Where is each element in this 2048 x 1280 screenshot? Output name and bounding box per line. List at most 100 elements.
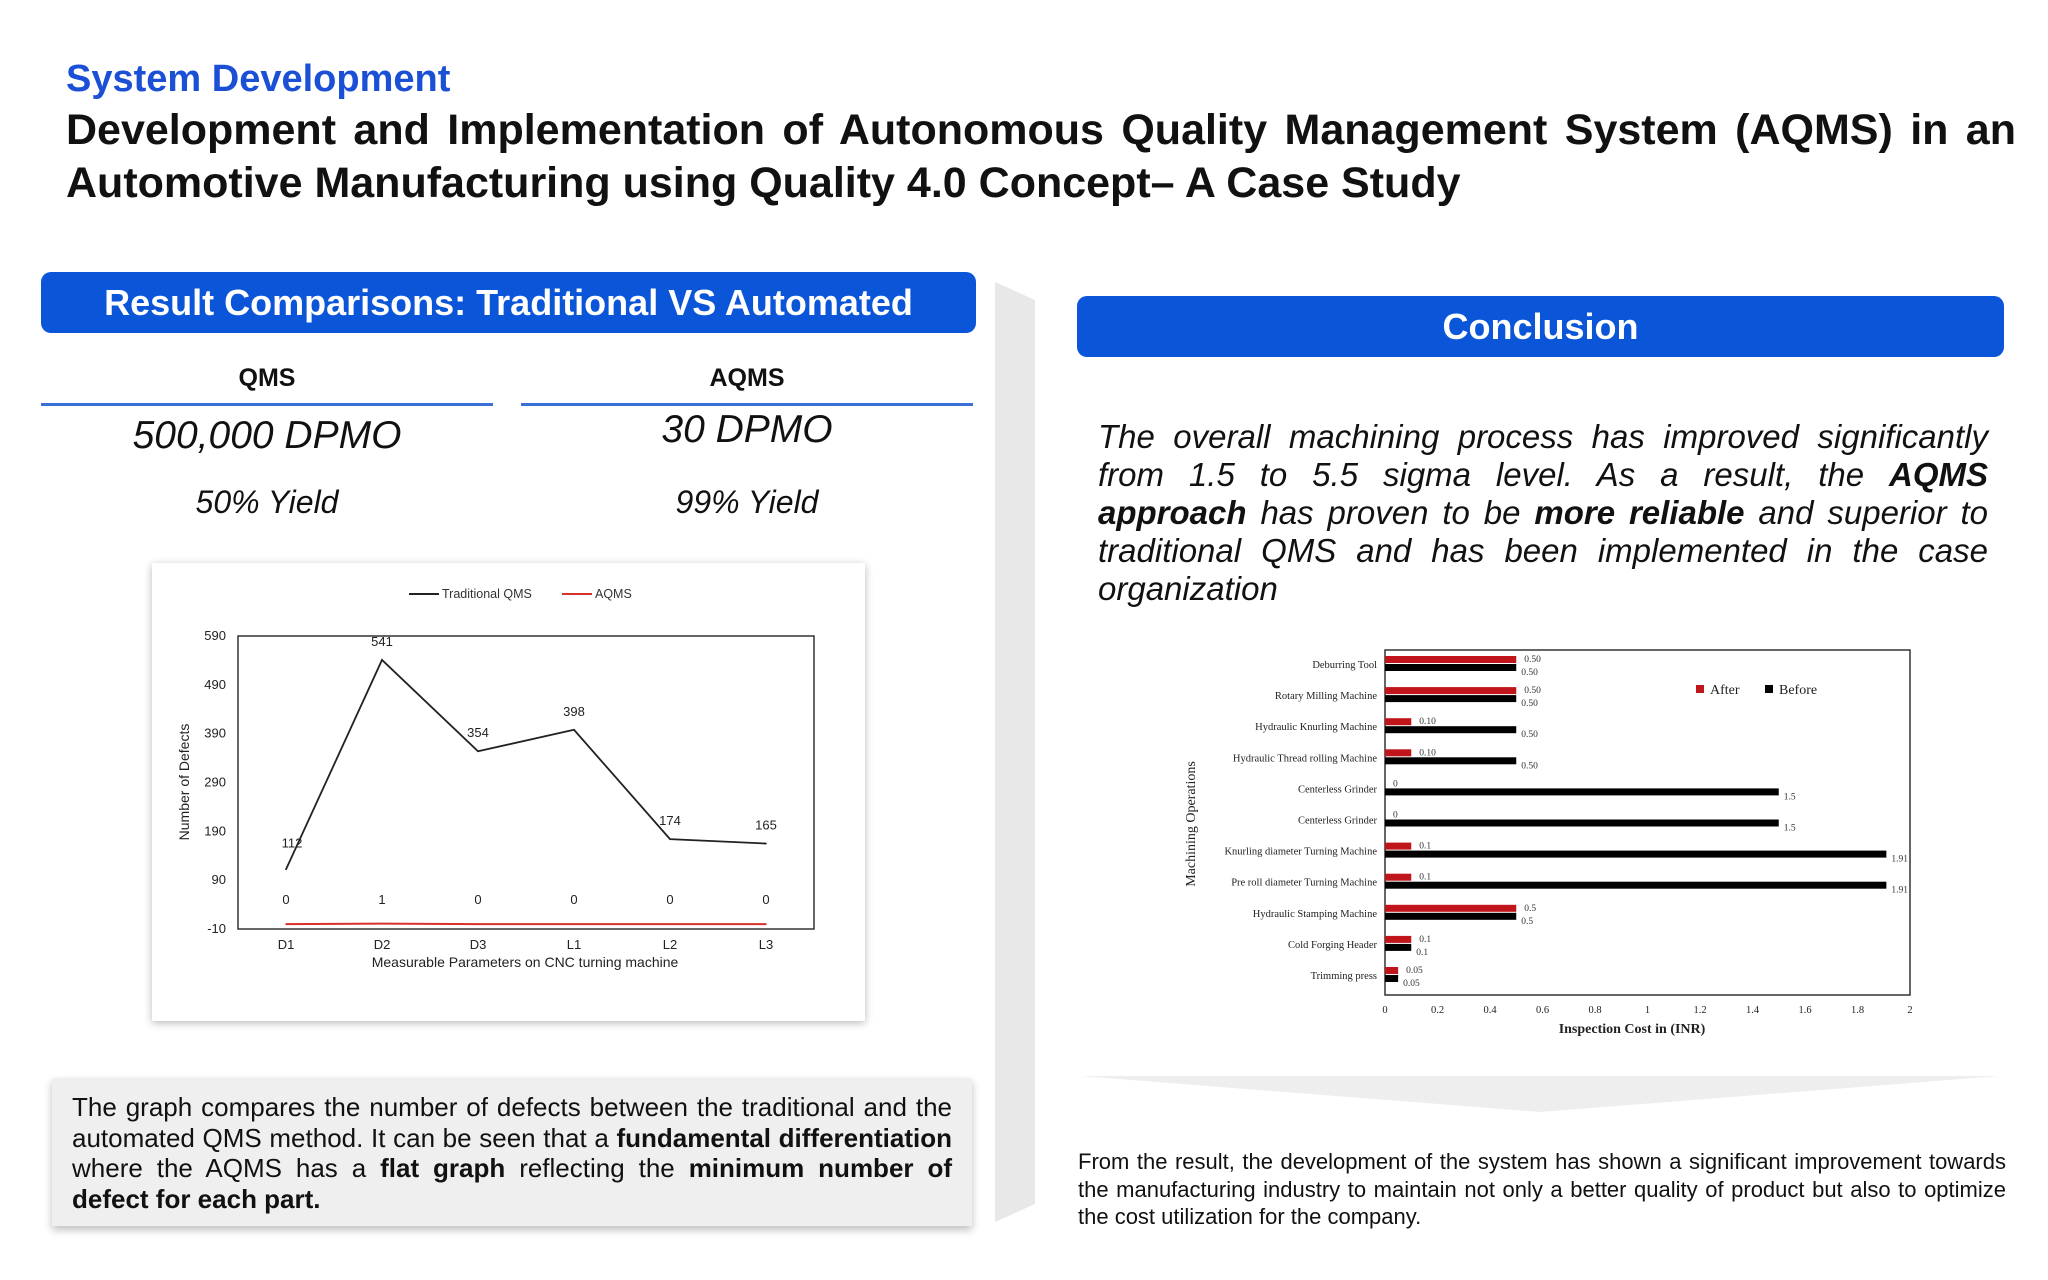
chart2-category-label: Trimming press [1311, 971, 1377, 982]
before-data-label: 1.91 [1891, 855, 1908, 865]
before-data-label: 1.91 [1891, 886, 1908, 896]
chart2-x-tick-label: 0 [1382, 1005, 1387, 1016]
defects-line-chart-card: Traditional QMS AQMS 590 490 390 290 190 90 -1… [152, 563, 865, 1021]
before-bar [1385, 788, 1779, 796]
chart1-x-ticks: D1 D2 D3 L1 L2 L3 [278, 937, 774, 952]
panel-divider [995, 282, 1035, 1222]
aqms-point [477, 923, 479, 925]
chart1-plot-frame [237, 635, 815, 930]
chart1-x-axis-label: Measurable Parameters on CNC turning mac… [372, 954, 679, 970]
chart2-category-label: Centerless Grinder [1298, 816, 1378, 827]
chart2-category-label: Pre roll diameter Turning Machine [1231, 878, 1377, 889]
before-bar [1385, 881, 1887, 889]
after-bar [1385, 749, 1412, 757]
chart2-x-ticks: 0 0.2 0.4 0.6 0.8 1 1.2 1.4 1.6 1.8 2 [1382, 1005, 1912, 1016]
traditional-qms-line [285, 658, 767, 870]
chart2-x-tick-label: 1.2 [1693, 1005, 1706, 1016]
chart2-category-labels: Deburring Tool Rotary Milling Machine Hydr… [1224, 660, 1377, 982]
note-bold-3: minimum number of defect for each part. [72, 1153, 952, 1214]
graph-explanation-box: The graph compares the number of defects… [52, 1078, 972, 1226]
chart2-x-tick-label: 2 [1907, 1005, 1912, 1016]
chart1-x-tick-label: L1 [567, 937, 581, 952]
after-bar [1385, 904, 1517, 912]
traditional-qms-data-label: 541 [371, 634, 393, 649]
legend-label-traditional: Traditional QMS [442, 587, 532, 601]
chart1-x-tick-label: D1 [278, 937, 295, 952]
chart1-legend: Traditional QMS AQMS [409, 587, 632, 601]
aqms-column-label: AQMS [709, 364, 785, 392]
qms-dpmo: 500,000 DPMO [132, 414, 402, 457]
conclusion-text: The overall machining process has improv… [1098, 418, 1988, 608]
aqms-point [669, 923, 671, 925]
conclusion-bold-1: AQMS approach [1098, 456, 1988, 531]
after-data-label: 0 [1393, 811, 1398, 821]
chart2-category-label: Cold Forging Header [1288, 940, 1378, 951]
traditional-qms-data-label: 165 [755, 818, 777, 833]
conclusion-text-2: has proven to be [1246, 494, 1535, 531]
graph-explanation-text: The graph compares the number of defects… [72, 1092, 952, 1214]
chart1-y-tick-label: 390 [204, 726, 226, 741]
chart2-category-label: Rotary Milling Machine [1275, 691, 1377, 702]
chart1-x-tick-label: D2 [374, 937, 391, 952]
after-data-label: 0.1 [1419, 842, 1431, 852]
legend-swatch-before [1765, 685, 1773, 693]
after-data-label: 0 [1393, 779, 1398, 789]
chart2-x-tick-label: 0.8 [1588, 1005, 1601, 1016]
after-data-label: 0.50 [1524, 686, 1541, 696]
before-data-label: 0.05 [1403, 979, 1420, 989]
conclusion-text-3: and superior to traditional QMS and has … [1098, 494, 1988, 607]
aqms-dpmo: 30 DPMO [661, 408, 833, 451]
note-bold-2: flat graph [380, 1153, 506, 1183]
note-bold-1: fundamental differentiation [616, 1122, 952, 1153]
before-data-label: 0.5 [1521, 917, 1533, 927]
summary-text: From the result, the development of the … [1078, 1149, 2006, 1229]
chart1-y-tick-label: 190 [204, 823, 226, 838]
after-data-label: 0.1 [1419, 873, 1431, 883]
after-bar [1385, 718, 1412, 726]
aqms-point [573, 923, 575, 925]
after-data-label: 0.5 [1524, 904, 1536, 914]
chart2-category-label: Hydraulic Stamping Machine [1253, 909, 1378, 920]
before-bar [1385, 943, 1412, 951]
aqms-point [765, 923, 767, 925]
before-data-label: 0.1 [1416, 948, 1428, 958]
defects-line-chart: Traditional QMS AQMS 590 490 390 290 190 90 -1… [176, 587, 815, 970]
legend-swatch-after [1696, 685, 1704, 693]
result-comparison-heading: Result Comparisons: Traditional VS Autom… [41, 272, 976, 333]
after-data-label: 0.10 [1419, 717, 1436, 727]
after-data-label: 0.1 [1419, 935, 1431, 945]
aqms-point [381, 922, 383, 925]
chart2-category-label: Hydraulic Thread rolling Machine [1233, 753, 1377, 764]
legend-label-aqms: AQMS [595, 587, 632, 601]
note-text-2: where the AQMS has a [72, 1153, 381, 1183]
before-data-label: 1.5 [1784, 824, 1796, 834]
aqms-data-label: 1 [378, 892, 385, 907]
traditional-qms-point [765, 842, 767, 845]
chart2-legend: After Before [1696, 683, 1817, 698]
before-bar [1385, 695, 1517, 703]
after-data-label: 0.10 [1419, 748, 1436, 758]
inspection-cost-bar-chart: 0.500.500.500.500.100.500.100.5001.501.5… [1184, 649, 1913, 1037]
chart1-y-tick-label: -10 [207, 921, 226, 936]
qms-underline [41, 403, 493, 406]
chart1-x-tick-label: L2 [663, 937, 677, 952]
chart2-category-label: Deburring Tool [1312, 660, 1377, 671]
chart2-category-label: Hydraulic Knurling Machine [1255, 722, 1377, 733]
after-data-label: 0.05 [1406, 966, 1423, 976]
traditional-qms-point [573, 728, 575, 731]
chart2-x-tick-label: 1 [1645, 1005, 1650, 1016]
chart1-y-tick-label: 290 [204, 775, 226, 790]
traditional-qms-point [381, 659, 383, 661]
chart2-x-tick-label: 1.6 [1798, 1005, 1811, 1016]
before-bar [1385, 757, 1517, 765]
chart1-series: 112 541 354 398 174 165 0 1 0 0 0 0 [282, 634, 777, 926]
after-data-label: 0.50 [1524, 655, 1541, 665]
chart1-y-ticks: 590 490 390 290 190 90 -10 [204, 628, 226, 936]
chart2-bars: 0.50 0.50 0.50 0.50 0.10 0.50 0.10 0.50 0 1.5 0 1.5… [1385, 655, 1908, 989]
before-bar [1385, 912, 1517, 920]
before-data-label: 1.5 [1784, 792, 1796, 802]
legend-label-after: After [1710, 683, 1740, 698]
aqms-point [285, 923, 287, 925]
note-text-1: The graph compares the number of defects… [72, 1092, 952, 1153]
legend-label-before: Before [1779, 683, 1817, 698]
